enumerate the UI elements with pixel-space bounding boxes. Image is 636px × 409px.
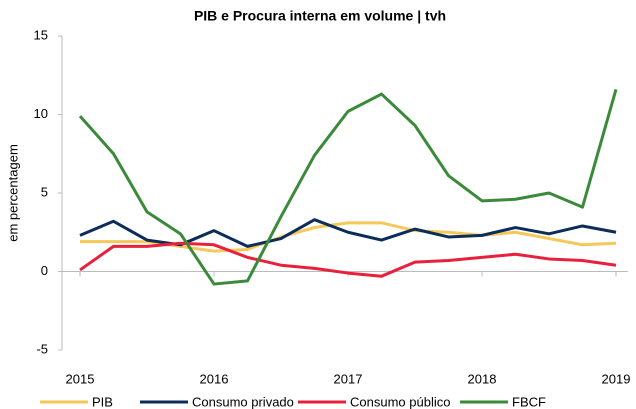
y-tick-label: -5 bbox=[36, 341, 48, 356]
y-tick-label: 15 bbox=[34, 27, 48, 42]
legend-label: Consumo privado bbox=[192, 394, 294, 409]
series-line bbox=[79, 241, 617, 278]
y-tick-label: 0 bbox=[41, 263, 48, 278]
y-axis-label: em percentagem bbox=[5, 144, 20, 242]
x-tick-label: 2016 bbox=[200, 371, 229, 386]
legend-label: PIB bbox=[92, 394, 113, 409]
series-line bbox=[80, 221, 617, 253]
chart-title: PIB e Procura interna em volume | tvh bbox=[194, 8, 446, 24]
legend-label: Consumo público bbox=[350, 394, 450, 409]
y-tick-label: 5 bbox=[41, 184, 48, 199]
y-tick-label: 10 bbox=[34, 106, 48, 121]
x-tick-label: 2019 bbox=[602, 371, 631, 386]
x-tick-label: 2017 bbox=[334, 371, 363, 386]
series-line bbox=[78, 88, 618, 286]
legend-label: FBCF bbox=[512, 394, 546, 409]
x-tick-label: 2015 bbox=[66, 371, 95, 386]
x-tick-label: 2018 bbox=[468, 371, 497, 386]
